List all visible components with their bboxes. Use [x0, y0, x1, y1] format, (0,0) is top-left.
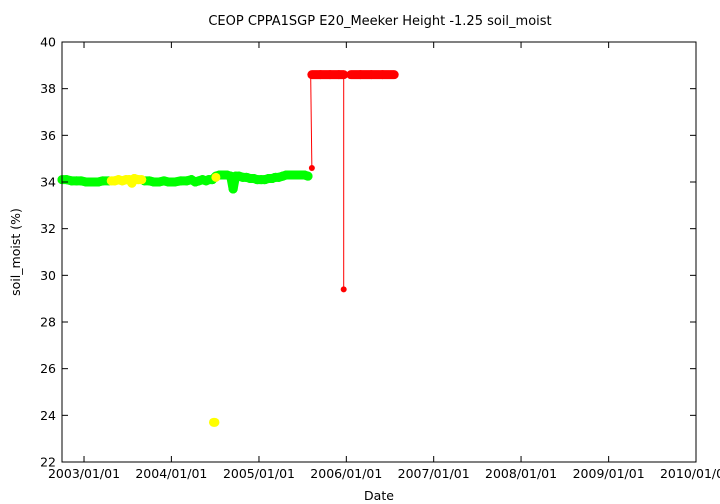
x-tick-label: 2007/01/01: [398, 466, 470, 481]
x-tick-label: 2009/01/01: [573, 466, 645, 481]
red-data-point: [308, 165, 315, 171]
red-data-point: [356, 70, 365, 79]
yellow-data-point: [211, 172, 221, 182]
x-tick-label: 2005/01/01: [223, 466, 295, 481]
y-tick-label: 40: [40, 35, 56, 50]
y-axis-label: soil_moist (%): [8, 208, 23, 296]
green-data-point: [98, 176, 108, 186]
red-data-point: [316, 70, 325, 79]
y-tick-label: 26: [40, 361, 56, 376]
x-tick-label: 2004/01/01: [135, 466, 207, 481]
y-tick-label: 24: [40, 408, 56, 423]
x-tick-label: 2003/01/01: [48, 466, 120, 481]
y-tick-label: 34: [40, 175, 56, 190]
y-tick-label: 38: [40, 81, 56, 96]
red-connector-line: [310, 74, 313, 169]
x-tick-label: 2010/01/01: [660, 466, 720, 481]
y-axis: 22 24 26 28 30 32 34 36 38 40: [40, 35, 696, 470]
green-data-point: [303, 171, 313, 181]
red-data-point: [367, 70, 376, 79]
red-data-point: [346, 70, 355, 79]
red-data-point: [378, 70, 387, 79]
plot-marks: [57, 70, 399, 427]
yellow-data-point: [211, 419, 218, 426]
y-tick-label: 32: [40, 221, 56, 236]
red-data-point: [339, 70, 348, 79]
red-data-point: [307, 70, 316, 79]
yellow-data-point: [137, 175, 147, 185]
green-data-point: [86, 177, 96, 187]
green-data-point: [228, 184, 238, 194]
y-tick-label: 28: [40, 315, 56, 330]
y-tick-label: 22: [40, 455, 56, 470]
x-tick-label: 2006/01/01: [310, 466, 382, 481]
red-data-point: [390, 70, 399, 79]
y-tick-label: 36: [40, 128, 56, 143]
x-axis: 2003/01/01 2004/01/01 2005/01/01 2006/01/01…: [48, 42, 720, 481]
y-tick-label: 30: [40, 268, 56, 283]
red-data-point: [340, 286, 347, 293]
x-axis-label: Date: [364, 488, 394, 503]
plot-frame: [61, 41, 697, 463]
x-tick-label: 2008/01/01: [485, 466, 557, 481]
chart-title: CEOP CPPA1SGP E20_Meeker Height -1.25 so…: [208, 14, 551, 29]
red-data-point: [326, 70, 335, 79]
green-data-point: [164, 177, 174, 187]
